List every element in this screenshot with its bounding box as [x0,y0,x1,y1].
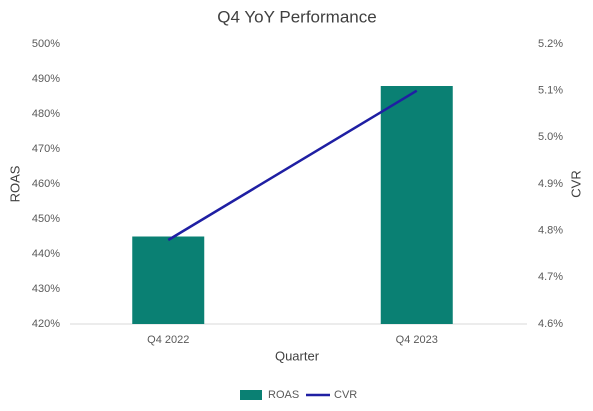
y2-tick-label: 4.7% [538,271,563,283]
y-axis-title: ROAS [7,165,22,202]
x-tick-label: Q4 2022 [147,334,189,346]
y2-tick-label: 5.0% [538,131,563,143]
line [167,89,418,242]
y2-tick-label: 5.1% [538,85,563,97]
y-tick-label: 470% [32,143,60,155]
y-tick-label: 490% [32,73,60,85]
x-tick-label: Q4 2023 [396,334,438,346]
legend-swatch [240,390,262,400]
y2-axis-title: CVR [568,170,583,197]
y2-tick-label: 4.8% [538,225,563,237]
chart-title: Q4 YoY Performance [217,7,376,26]
y-tick-label: 430% [32,283,60,295]
y-tick-label: 440% [32,248,60,260]
y2-tick-label: 5.2% [538,38,563,50]
legend-label: ROAS [268,389,299,401]
x-axis-title: Quarter [275,348,320,363]
bar [380,86,453,324]
y2-tick-label: 4.6% [538,318,563,330]
y-tick-label: 420% [32,318,60,330]
y-tick-label: 450% [32,213,60,225]
y-tick-label: 500% [32,38,60,50]
y-tick-label: 480% [32,108,60,120]
bar [132,236,205,324]
y2-tick-label: 4.9% [538,178,563,190]
legend-label: CVR [334,389,357,401]
y-tick-label: 460% [32,178,60,190]
